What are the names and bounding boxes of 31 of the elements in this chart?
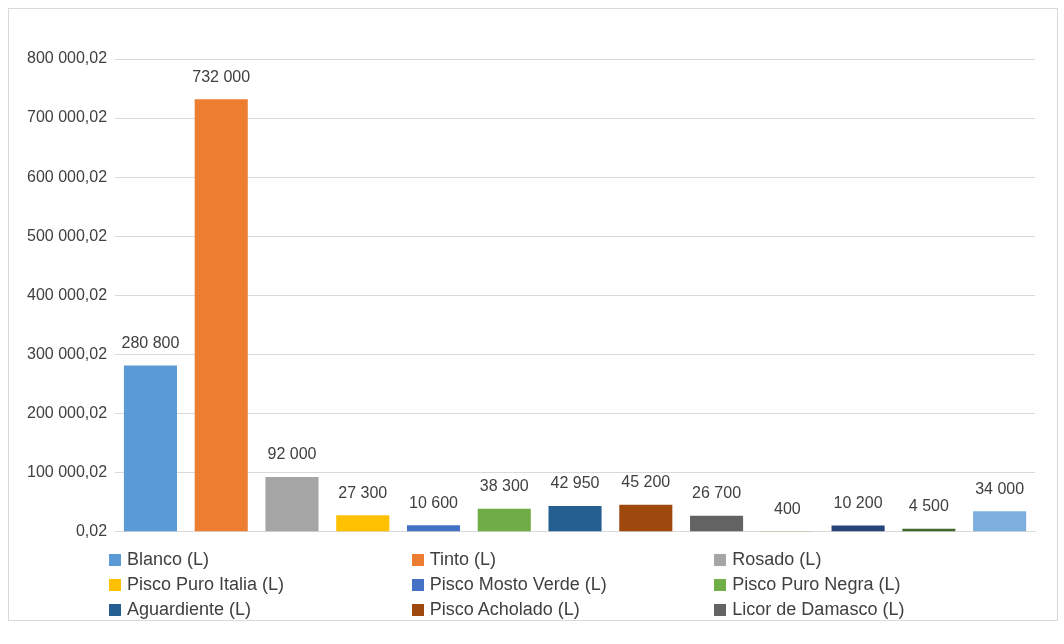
data-label: 280 800 [121,333,180,351]
data-label: 26 700 [692,484,742,502]
y-tick-label: 800 000,02 [27,49,108,67]
legend-label: Pisco Mosto Verde (L) [429,574,607,595]
legend-label: Pisco Acholado (L) [429,599,580,620]
y-tick-label: 400 000,02 [27,285,108,303]
y-tick-label: 200 000,02 [27,403,108,421]
data-label: 4 500 [908,497,949,515]
data-label: 10 200 [833,493,883,511]
y-tick-label: 600 000,02 [27,167,108,185]
y-tick-label: 500 000,02 [27,226,108,244]
legend-label: Licor de Damasco (L) [732,599,905,620]
data-label: 42 950 [550,474,600,492]
data-label: 10 600 [409,493,459,511]
legend-label: Tinto (L) [429,549,497,570]
legend-label: Rosado (L) [732,549,822,570]
data-label: 45 200 [621,473,671,491]
y-tick-label: 700 000,02 [27,108,108,126]
legend-label: Pisco Puro Italia (L) [127,574,285,595]
y-tick-label: 300 000,02 [27,344,108,362]
legend-label: Aguardiente (L) [127,599,252,620]
y-tick-label: 100 000,02 [27,462,108,480]
data-label: 34 000 [975,479,1025,497]
data-label: 38 300 [479,477,529,495]
y-tick-label: 0,02 [75,521,108,539]
data-label: 92 000 [267,445,317,463]
data-label: 400 [773,499,801,517]
legend-label: Blanco (L) [127,549,210,570]
data-label: 27 300 [338,483,388,501]
legend-label: Pisco Puro Negra (L) [732,574,901,595]
data-label: 732 000 [192,67,251,85]
